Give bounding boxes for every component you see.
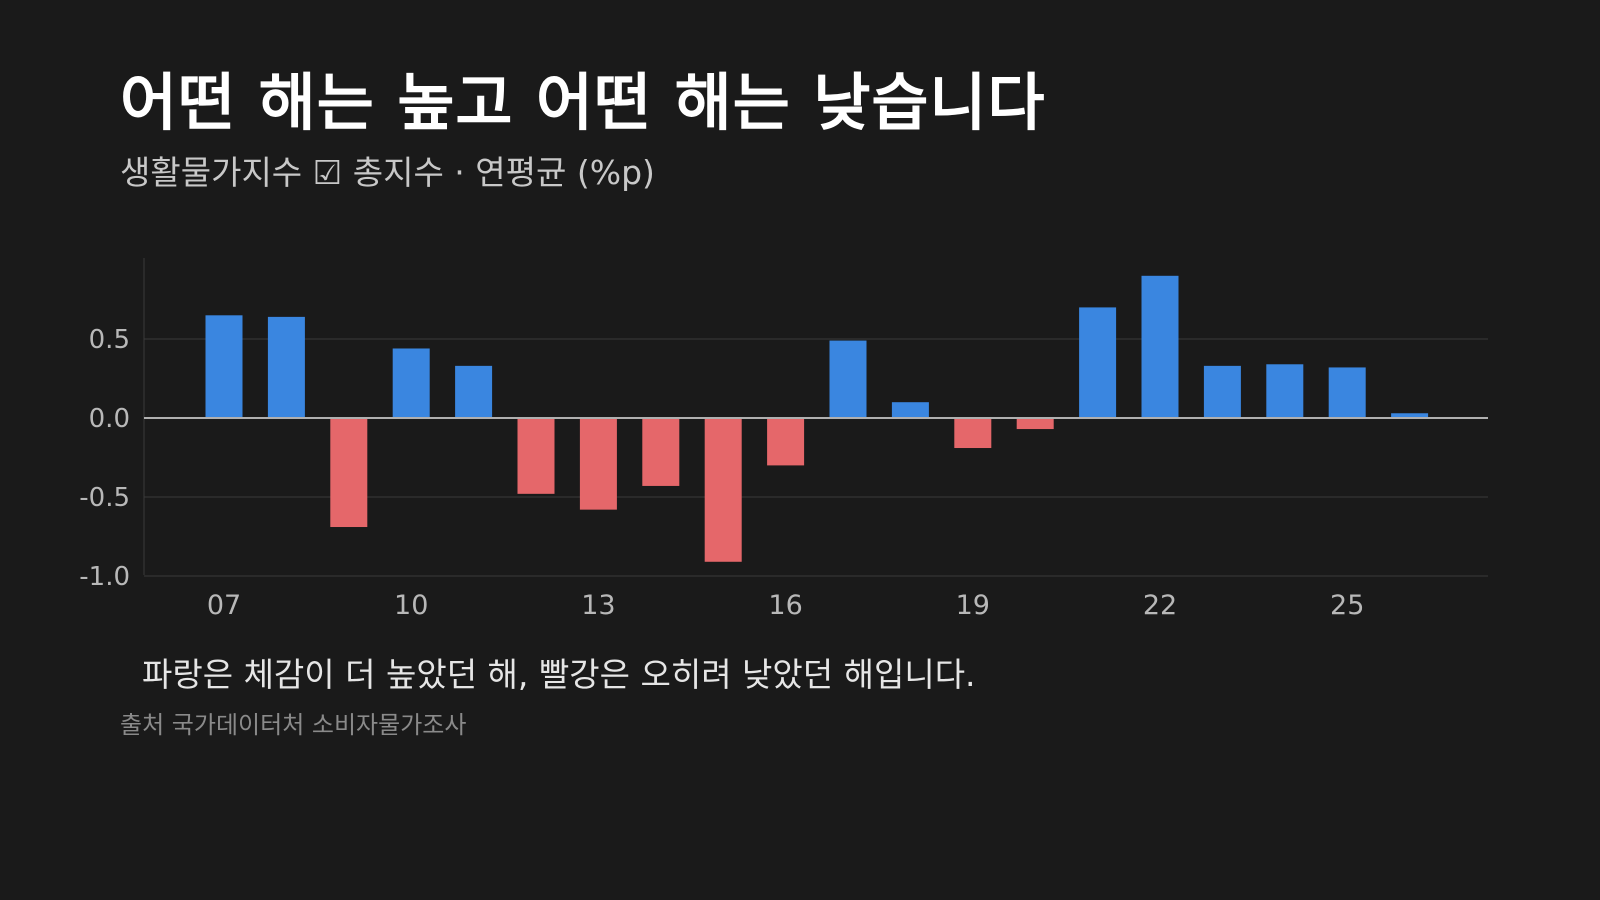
bar-16 (767, 418, 805, 466)
bars-layer (205, 275, 1429, 562)
x-tick-label: 13 (581, 590, 615, 621)
x-tick-label: 22 (1143, 590, 1177, 621)
y-tick-label: -1.0 (79, 562, 130, 592)
bar-10 (392, 348, 430, 418)
bar-15 (704, 418, 742, 562)
bar-07 (205, 315, 243, 418)
bar-22 (1141, 275, 1179, 418)
bar-20 (1016, 418, 1054, 430)
bar-12 (517, 418, 555, 494)
y-tick-label: 0.5 (89, 325, 130, 355)
bar-13 (579, 418, 617, 510)
bar-11 (455, 365, 493, 418)
bar-23 (1203, 365, 1241, 418)
x-tick-label: 10 (394, 590, 428, 621)
x-tick-label: 25 (1330, 590, 1364, 621)
page-title: 어떤 해는 높고 어떤 해는 낮습니다 (120, 66, 1046, 139)
bar-08 (267, 316, 305, 418)
chart-subtitle: 생활물가지수 ☑ 총지수 · 연평균 (%p) (120, 153, 655, 192)
x-tick-label: 07 (207, 590, 241, 621)
bar-21 (1079, 307, 1117, 418)
x-tick-label: 16 (768, 590, 802, 621)
source-text: 출처 국가데이터처 소비자물가조사 (120, 711, 467, 739)
bar-14 (642, 418, 680, 486)
bar-19 (954, 418, 992, 449)
bar-18 (891, 402, 929, 418)
labels-layer: -1.0 -0.5 0.0 0.5 07 10 13 16 19 22 25 (79, 325, 1364, 621)
grid-layer (144, 338, 1488, 577)
bar-25 (1328, 367, 1366, 418)
bar-24 (1266, 364, 1304, 418)
axis-layer (143, 258, 1488, 575)
y-tick-label: 0.0 (89, 404, 130, 434)
y-tick-label: -0.5 (79, 483, 130, 513)
chart-note: 파랑은 체감이 더 높았던 해, 빨강은 오히려 낮았던 해입니다. (142, 655, 976, 694)
bar-17 (829, 340, 867, 418)
bar-26 (1391, 413, 1429, 418)
bar-09 (330, 418, 368, 528)
x-tick-label: 19 (956, 590, 990, 621)
